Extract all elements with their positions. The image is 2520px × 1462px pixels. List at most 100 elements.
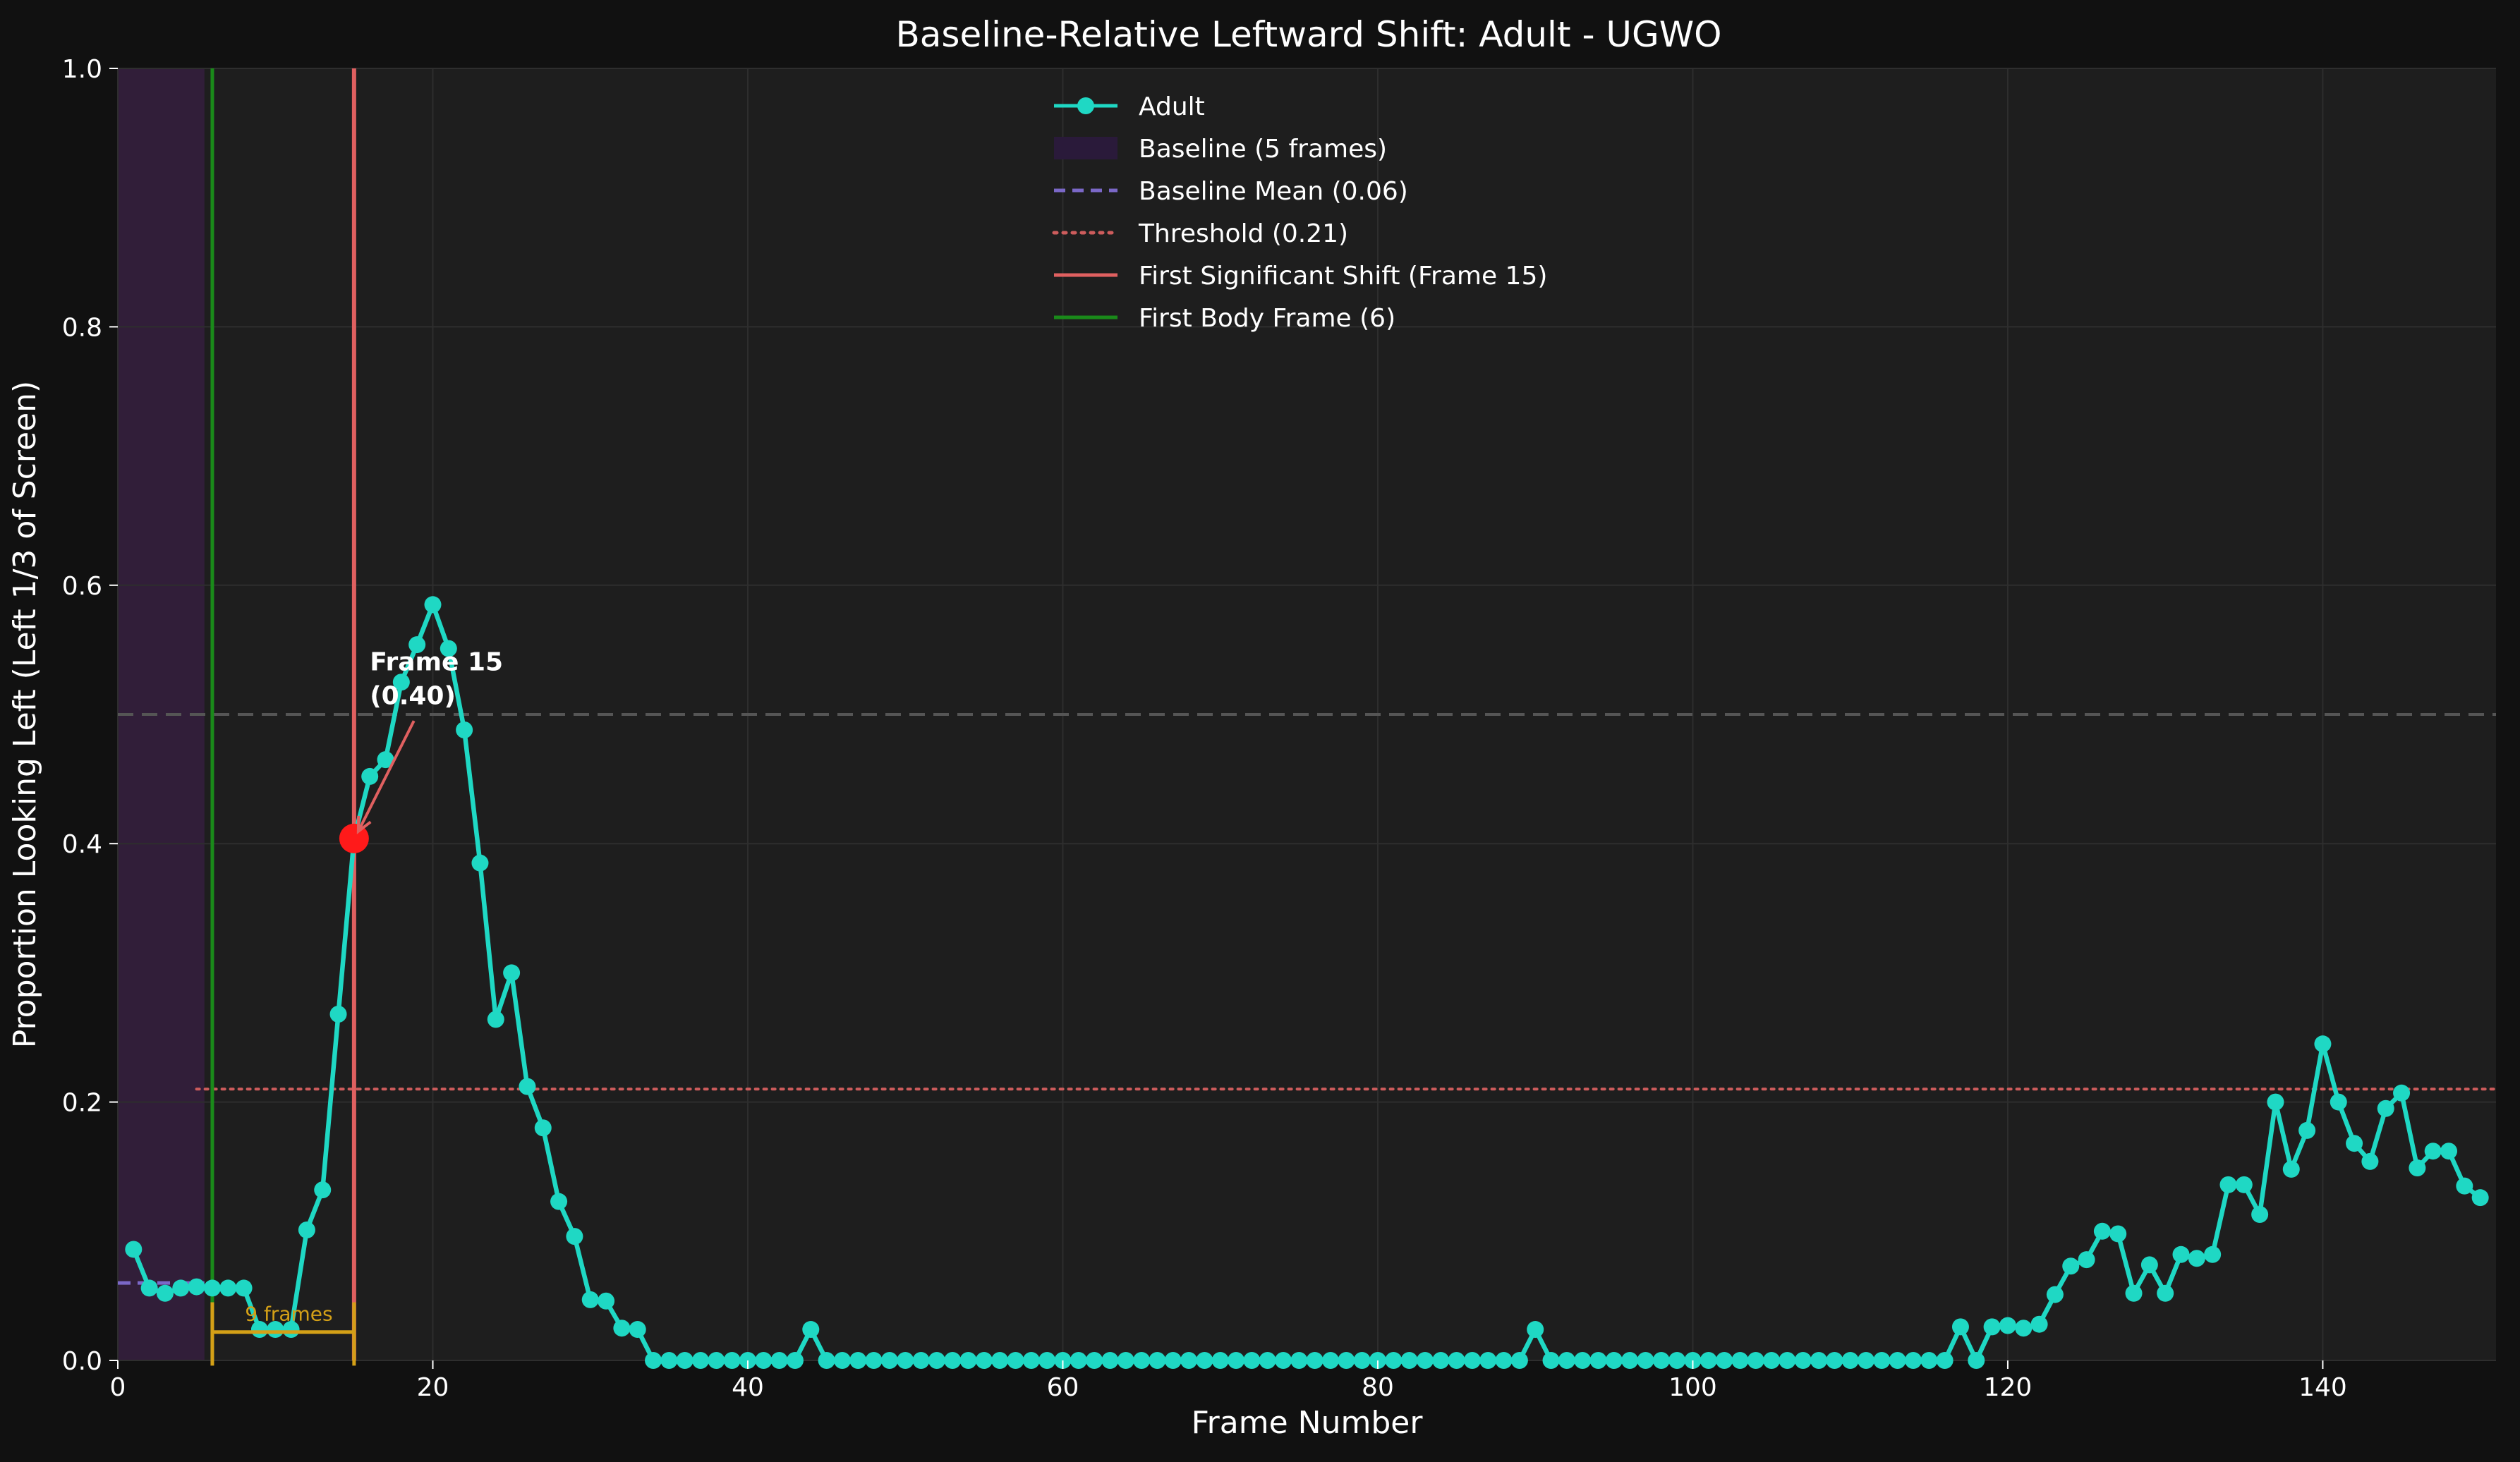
data-point — [676, 1352, 693, 1369]
data-point — [156, 1284, 174, 1302]
data-point — [1542, 1352, 1560, 1369]
legend-label: Adult — [1139, 92, 1205, 121]
data-point — [471, 854, 489, 872]
data-point — [219, 1279, 237, 1297]
data-point — [865, 1352, 883, 1369]
data-point — [1968, 1352, 1985, 1369]
data-point — [1558, 1352, 1575, 1369]
x-tick-label: 0 — [110, 1373, 126, 1402]
legend-label: First Body Frame (6) — [1139, 304, 1395, 333]
data-point — [598, 1292, 615, 1310]
data-point — [2093, 1222, 2111, 1240]
data-point — [2298, 1121, 2316, 1139]
data-point — [880, 1352, 898, 1369]
data-point — [534, 1119, 552, 1137]
data-point — [550, 1193, 568, 1210]
data-point — [2251, 1205, 2269, 1223]
data-point — [2456, 1177, 2473, 1195]
data-point — [1243, 1352, 1261, 1369]
data-point — [1999, 1317, 2016, 1334]
data-point — [2157, 1284, 2174, 1302]
data-point — [2109, 1225, 2127, 1243]
legend-item: Adult — [1054, 92, 1205, 121]
latency-label: 9 frames — [245, 1303, 332, 1326]
legend-label: Baseline Mean (0.06) — [1139, 177, 1408, 206]
data-point — [2393, 1084, 2411, 1102]
annotation-arrow — [357, 720, 416, 832]
data-point — [1763, 1352, 1781, 1369]
data-point — [1621, 1352, 1639, 1369]
data-point — [1275, 1352, 1292, 1369]
data-point — [314, 1181, 332, 1199]
data-point — [1149, 1352, 1166, 1369]
data-point — [991, 1352, 1009, 1369]
data-point — [1904, 1352, 1922, 1369]
data-point — [1495, 1352, 1513, 1369]
data-point — [2282, 1160, 2300, 1178]
data-point — [503, 964, 521, 982]
first-shift-marker — [339, 823, 369, 853]
data-point — [424, 596, 442, 614]
series-adult — [125, 596, 2489, 1369]
data-point — [329, 1006, 347, 1023]
data-point — [2314, 1035, 2332, 1053]
data-point — [456, 721, 473, 738]
data-point — [833, 1352, 851, 1369]
data-point — [235, 1279, 253, 1297]
data-point — [2188, 1250, 2205, 1267]
data-point — [1070, 1352, 1087, 1369]
legend-item: Baseline Mean (0.06) — [1054, 177, 1408, 206]
data-point — [2140, 1256, 2158, 1274]
data-point — [1810, 1352, 1828, 1369]
annotation-label-line2: (0.40) — [370, 682, 456, 711]
data-point — [928, 1352, 945, 1369]
data-point — [1290, 1352, 1308, 1369]
data-point — [1400, 1352, 1418, 1369]
data-point — [1700, 1352, 1717, 1369]
legend-swatch — [1054, 137, 1117, 159]
data-point — [2346, 1135, 2363, 1152]
annotation-label-line1: Frame 15 — [370, 648, 503, 677]
data-point — [1652, 1352, 1670, 1369]
data-point — [203, 1279, 221, 1297]
data-point — [959, 1352, 977, 1369]
axes: 0 20 40 60 80 100 120 140 0.0 0.2 0.4 0.6 0.8 1.0 — [62, 55, 2347, 1402]
data-point — [818, 1352, 835, 1369]
data-point — [2030, 1315, 2048, 1333]
data-point — [440, 640, 457, 657]
data-point — [1574, 1352, 1592, 1369]
x-axis-label: Frame Number — [1192, 1405, 1424, 1441]
data-point — [897, 1352, 914, 1369]
data-point — [1858, 1352, 1875, 1369]
data-point — [1589, 1352, 1607, 1369]
data-point — [975, 1352, 993, 1369]
chart-title: Baseline-Relative Leftward Shift: Adult … — [895, 14, 1721, 55]
data-point — [1385, 1352, 1403, 1369]
data-point — [802, 1321, 820, 1339]
data-point — [298, 1221, 315, 1238]
data-point — [2267, 1093, 2284, 1111]
data-point — [361, 767, 379, 785]
data-point — [2046, 1286, 2064, 1303]
data-point — [1873, 1352, 1891, 1369]
data-point — [1731, 1352, 1749, 1369]
data-point — [1510, 1352, 1528, 1369]
data-point — [944, 1352, 962, 1369]
data-point — [1463, 1352, 1481, 1369]
data-point — [849, 1352, 867, 1369]
legend-item: Baseline (5 frames) — [1054, 135, 1387, 164]
data-point — [1716, 1352, 1733, 1369]
data-point — [2015, 1320, 2033, 1337]
data-point — [1826, 1352, 1843, 1369]
x-tick-label: 60 — [1047, 1373, 1079, 1402]
data-point — [1353, 1352, 1371, 1369]
data-point — [1779, 1352, 1796, 1369]
data-point — [1101, 1352, 1119, 1369]
data-point — [1196, 1352, 1213, 1369]
data-point — [2172, 1245, 2190, 1263]
data-point — [770, 1352, 788, 1369]
data-point — [566, 1228, 583, 1245]
legend-label: Baseline (5 frames) — [1139, 135, 1387, 164]
y-tick-label: 0.2 — [62, 1089, 102, 1118]
data-point — [140, 1279, 158, 1297]
